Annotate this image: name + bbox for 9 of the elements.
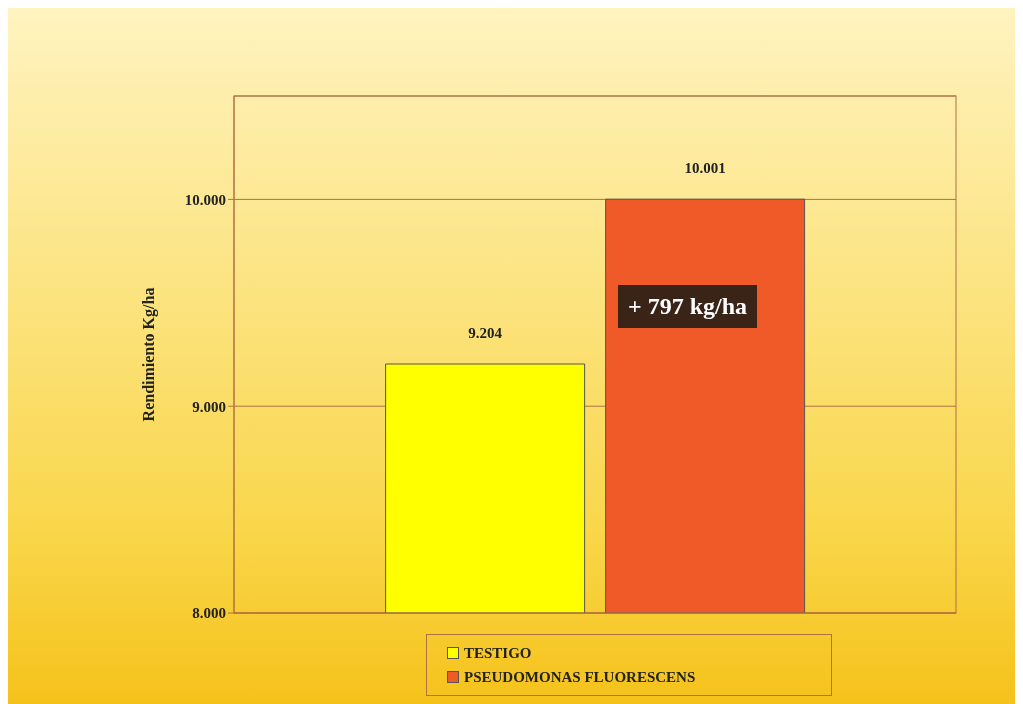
y-tick-label: 9.000 — [192, 398, 226, 415]
y-tick-label: 10.000 — [184, 191, 226, 208]
annotation: + 797 kg/ha — [618, 285, 758, 328]
data-label: 9.204 — [468, 325, 503, 342]
y-tick-label: 8.000 — [192, 605, 226, 622]
legend-label: PSEUDOMONAS FLUORESCENS — [464, 668, 696, 686]
data-label: 10.001 — [684, 160, 726, 177]
legend-label: TESTIGO — [464, 644, 532, 662]
y-axis-title: Rendimiento Kg/ha — [139, 287, 158, 422]
